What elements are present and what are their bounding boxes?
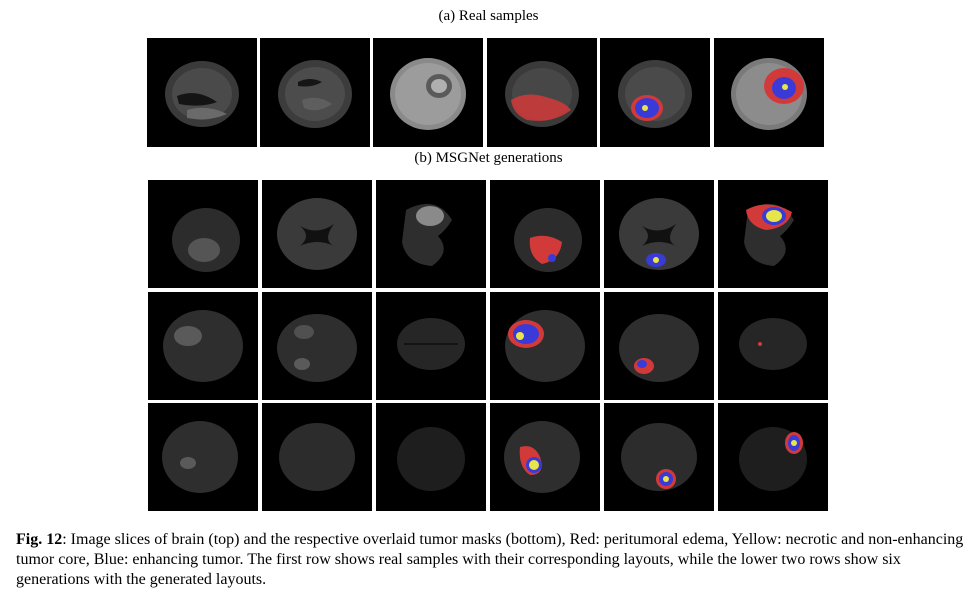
gen-r3-mask-3 [718,403,828,511]
real-mask-1 [487,38,597,147]
gen-r1-mask-1 [490,180,600,288]
gen-r3-slice-1 [148,403,258,511]
gen-r2-slice-3 [376,292,486,400]
gen-r1-slice-3 [376,180,486,288]
real-mask-3 [714,38,824,147]
gen-r2-mask-1 [490,292,600,400]
real-mask-2 [600,38,710,147]
gen-r2-mask-3 [718,292,828,400]
gen-r2-slice-2 [262,292,372,400]
gen-r2-slice-1 [148,292,258,400]
gen-r1-mask-3 [718,180,828,288]
real-slice-1 [147,38,257,147]
panel-a-title: (a) Real samples [438,8,539,24]
gen-r1-slice-1 [148,180,258,288]
gen-r3-mask-2 [604,403,714,511]
real-slice-3 [373,38,483,147]
real-slice-2 [260,38,370,147]
gen-r2-mask-2 [604,292,714,400]
gen-r3-mask-1 [490,403,600,511]
caption-text: : Image slices of brain (top) and the re… [16,531,964,588]
gen-r3-slice-3 [376,403,486,511]
caption-label: Fig. 12 [16,531,63,548]
gen-r1-mask-2 [604,180,714,288]
panel-b-title: (b) MSGNet generations [414,150,563,166]
gen-r1-slice-2 [262,180,372,288]
gen-r3-slice-2 [262,403,372,511]
figure-caption: Fig. 12: Image slices of brain (top) and… [16,530,966,590]
